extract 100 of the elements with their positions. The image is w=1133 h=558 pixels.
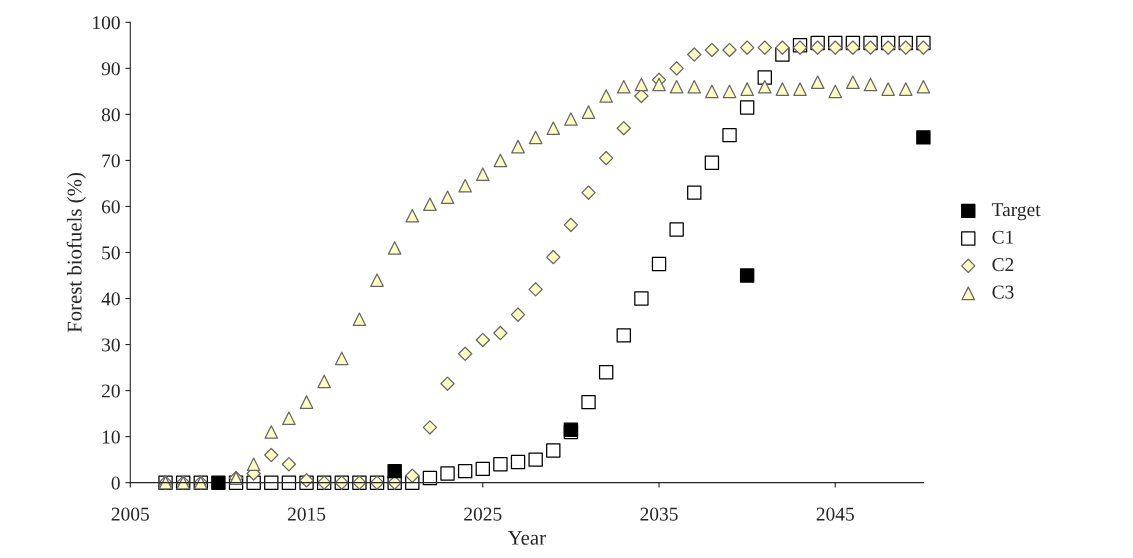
point [387, 463, 402, 479]
point [405, 208, 420, 223]
y-tick-label: 0 [111, 476, 120, 490]
point [775, 82, 790, 96]
point [669, 61, 684, 76]
point [282, 411, 296, 426]
point [581, 105, 596, 119]
point [687, 47, 702, 62]
point [317, 374, 332, 389]
y-tick-label: 60 [101, 200, 120, 214]
point [457, 346, 473, 361]
y-tick-label: 100 [93, 16, 120, 30]
point [528, 282, 543, 297]
point [457, 463, 473, 479]
point [916, 79, 931, 94]
y-tick-label: 70 [102, 154, 120, 168]
point [810, 40, 825, 55]
point [475, 332, 490, 348]
point [440, 466, 455, 481]
point [652, 77, 666, 92]
point [334, 351, 349, 366]
point [423, 197, 437, 211]
point [405, 468, 420, 483]
point [563, 217, 579, 233]
x-tick-label: 2045 [816, 507, 854, 521]
point [916, 130, 931, 145]
point [493, 457, 508, 472]
point [564, 112, 578, 126]
legend-label: C2 [992, 258, 1014, 272]
point [581, 394, 596, 410]
point [669, 222, 684, 237]
legend-label: Target [991, 203, 1041, 221]
point [863, 77, 878, 92]
x-axis-title: Year [507, 530, 546, 545]
point [863, 40, 878, 55]
point [546, 121, 561, 136]
point [370, 273, 384, 287]
point [705, 84, 719, 99]
point [475, 461, 490, 477]
y-tick-label: 20 [101, 384, 120, 398]
point [246, 457, 261, 472]
point [651, 256, 667, 272]
y-tick-label: 10 [102, 430, 120, 444]
point [793, 82, 807, 96]
point [264, 447, 279, 463]
point [264, 475, 279, 490]
point [264, 425, 279, 439]
point [581, 185, 596, 200]
point [211, 475, 226, 490]
point [898, 82, 913, 96]
point [510, 307, 526, 322]
legend-label: C3 [992, 285, 1014, 299]
point [616, 328, 631, 343]
point [440, 190, 455, 205]
point [810, 75, 825, 90]
point [493, 153, 508, 168]
point [916, 40, 931, 55]
point [722, 42, 737, 58]
point [757, 70, 772, 85]
point [881, 82, 895, 96]
point [440, 376, 455, 391]
point [722, 127, 737, 143]
point [598, 150, 614, 166]
point [880, 40, 896, 55]
point [846, 75, 860, 90]
point [704, 42, 720, 58]
point [352, 312, 367, 327]
y-tick-label: 30 [102, 338, 120, 352]
point [739, 268, 755, 283]
point [687, 185, 702, 200]
point [475, 167, 490, 182]
point [616, 79, 631, 94]
y-tick-label: 50 [102, 246, 120, 260]
point [281, 457, 297, 472]
x-tick-label: 2015 [287, 507, 326, 521]
point [634, 291, 649, 306]
point [739, 100, 755, 115]
point [740, 82, 754, 96]
point [528, 130, 543, 145]
point [458, 178, 472, 193]
point [599, 89, 613, 103]
point [669, 79, 684, 94]
point [828, 84, 843, 99]
point [598, 364, 614, 380]
point [493, 325, 508, 341]
y-tick-label: 80 [101, 108, 120, 122]
point [616, 120, 631, 136]
point [704, 155, 720, 170]
point [722, 84, 737, 99]
point [845, 40, 861, 55]
point [281, 475, 297, 490]
point [775, 40, 790, 55]
point [511, 139, 525, 154]
point [828, 40, 843, 55]
x-tick-label: 2035 [640, 507, 678, 521]
x-tick-label: 2025 [464, 507, 502, 521]
y-axis-title: Forest biofuels (%) [66, 172, 86, 333]
point [387, 241, 402, 255]
point [546, 443, 561, 458]
point [757, 79, 772, 94]
